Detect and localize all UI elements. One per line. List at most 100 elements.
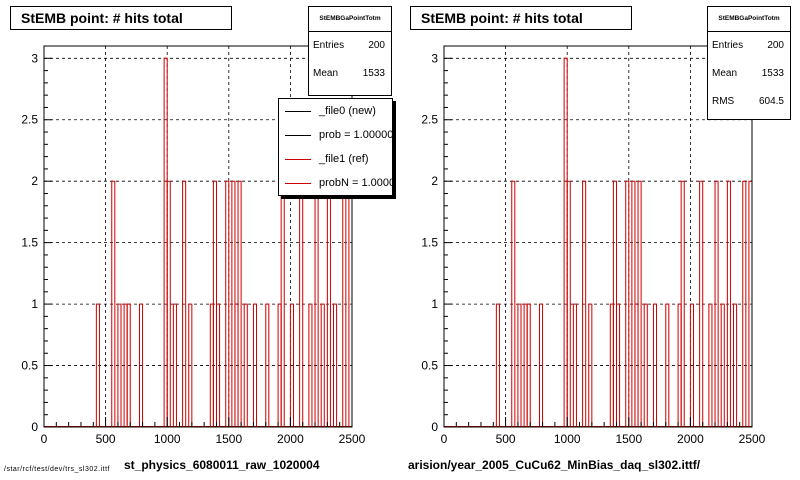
right-y-tick-label: 2.5: [421, 113, 438, 127]
right-hist-bar: [708, 303, 713, 427]
legend-label: _file0 (new): [319, 105, 376, 117]
footer-text: /star/rcf/test/dev/trs_sl302.ittf: [4, 466, 110, 473]
right-hist-bar: [652, 303, 658, 427]
right-hist-bar: [637, 180, 642, 427]
legend-entry-file1: _file1 (ref): [279, 147, 392, 171]
left-hist-bar: [289, 303, 294, 427]
right-mean-label: Mean: [712, 68, 738, 79]
left-entries-value: 200: [368, 40, 385, 51]
left-x-tick-label: 2500: [339, 432, 366, 446]
left-hist-bar: [126, 303, 131, 427]
left-stats-entries: Entries 200: [309, 32, 391, 60]
right-hist-bar: [588, 303, 593, 427]
left-stats-box: StEMBGaPointTotm Entries 200 Mean 1533: [308, 6, 392, 96]
right-x-axis-title: arision/year_2005_CuCu62_MinBias_daq_sl3…: [408, 458, 701, 472]
left-hist-bar: [265, 303, 270, 427]
right-hist-bar: [615, 303, 621, 427]
left-y-tick-label: 2.5: [21, 113, 38, 127]
legend-label: prob = 1.000000: [319, 129, 393, 141]
left-plot-title-text: StEMB point: # hits total: [21, 10, 183, 26]
left-x-tick-label: 2000: [277, 432, 304, 446]
left-hist-bar: [111, 180, 116, 427]
right-hist-bar: [538, 303, 544, 427]
legend-entry-probn: probN = 1.000000: [279, 171, 392, 195]
right-x-tick-label: 1500: [615, 432, 642, 446]
right-x-tick-label: 500: [496, 432, 516, 446]
right-y-tick-label: 2: [431, 174, 438, 188]
right-x-tick-label: 2000: [677, 432, 704, 446]
right-plot-title-text: StEMB point: # hits total: [421, 10, 583, 26]
left-stats-name: StEMBGaPointTotm: [309, 7, 391, 32]
left-y-tick-label: 1.5: [21, 236, 38, 250]
right-hist-bar: [720, 303, 725, 427]
right-rms-value: 604.5: [758, 96, 784, 107]
right-x-tick-label: 1000: [554, 432, 581, 446]
left-hist-bar: [252, 303, 258, 427]
right-hist-bar: [495, 303, 500, 427]
right-hist-bar: [689, 303, 694, 427]
legend-label: probN = 1.000000: [319, 177, 392, 189]
left-x-tick-label: 0: [41, 432, 48, 446]
left-hist-bar: [188, 303, 193, 427]
left-hist-bar: [138, 303, 144, 427]
right-hist-bar: [726, 180, 731, 427]
right-hist-bar: [566, 180, 571, 427]
left-hist-bar: [95, 303, 100, 427]
left-hist-bar: [182, 180, 187, 427]
left-hist-bar: [225, 180, 230, 427]
left-mean-label: Mean: [313, 68, 339, 79]
right-y-tick-label: 3: [431, 51, 438, 65]
right-hist-bar: [582, 180, 587, 427]
right-stats-name: StEMBGaPointTotm: [708, 7, 790, 32]
right-x-tick-label: 0: [441, 432, 448, 446]
left-hist-bar: [172, 303, 177, 427]
right-y-tick-label: 1: [431, 297, 438, 311]
right-stats-mean: Mean 1533: [708, 60, 790, 88]
left-y-tick-label: 0.5: [21, 359, 38, 373]
left-legend: _file0 (new) prob = 1.000000 _file1 (ref…: [278, 98, 393, 196]
right-hist-bar: [742, 180, 747, 427]
left-entries-label: Entries: [313, 40, 345, 51]
right-stats-box: StEMBGaPointTotm Entries 200 Mean 1533 R…: [707, 6, 791, 120]
left-y-tick-label: 2: [31, 174, 38, 188]
legend-swatch: [285, 183, 311, 184]
right-hist-bar: [526, 303, 531, 427]
right-hist-bar: [665, 303, 670, 427]
legend-swatch: [285, 135, 311, 136]
left-hist-bar: [299, 180, 304, 427]
right-hist-bar: [625, 180, 630, 427]
legend-swatch: [285, 159, 311, 160]
right-hist-bar: [699, 180, 704, 427]
left-hist-bar: [243, 303, 248, 427]
right-stats-entries: Entries 200: [708, 32, 790, 60]
left-hist-bar: [215, 303, 221, 427]
left-histogram-plot: 0 500 1000 1500 2000 2500 0 0.5 1 1.5 2 2.5 3: [21, 45, 366, 446]
right-plot-frame: [443, 45, 753, 428]
left-x-axis-title: st_physics_6080011_raw_1020004: [124, 458, 320, 472]
left-hist-bar: [280, 180, 285, 427]
right-stats-rms: RMS 604.5: [708, 88, 790, 116]
right-y-tick-label: 0: [431, 420, 438, 434]
left-x-tick-label: 1000: [154, 432, 181, 446]
left-hist-bar: [166, 180, 171, 427]
left-hist-bar: [237, 180, 242, 427]
left-mean-value: 1533: [362, 68, 385, 79]
left-x-tick-label: 1500: [215, 432, 242, 446]
right-hist-bar: [680, 180, 685, 427]
right-hist-bar: [643, 303, 648, 427]
right-hist-bar: [572, 303, 577, 427]
right-hist-bar: [714, 180, 719, 427]
left-hist-bar: [117, 303, 122, 427]
right-mean-value: 1533: [761, 68, 784, 79]
legend-entry-file0: _file0 (new): [279, 99, 392, 123]
right-entries-label: Entries: [712, 40, 744, 51]
left-y-tick-label: 3: [31, 51, 38, 65]
right-plot-title: StEMB point: # hits total: [410, 6, 632, 30]
right-hist-bar: [511, 180, 516, 427]
right-histogram-plot: 0 500 1000 1500 2000 2500 0 0.5 1 1.5 2 2.5 3: [421, 45, 766, 446]
right-rms-label: RMS: [712, 96, 735, 107]
right-x-tick-label: 2500: [739, 432, 766, 446]
left-hist-bar: [333, 303, 338, 427]
right-hist-bar: [517, 303, 522, 427]
right-hist-bar: [733, 303, 738, 427]
